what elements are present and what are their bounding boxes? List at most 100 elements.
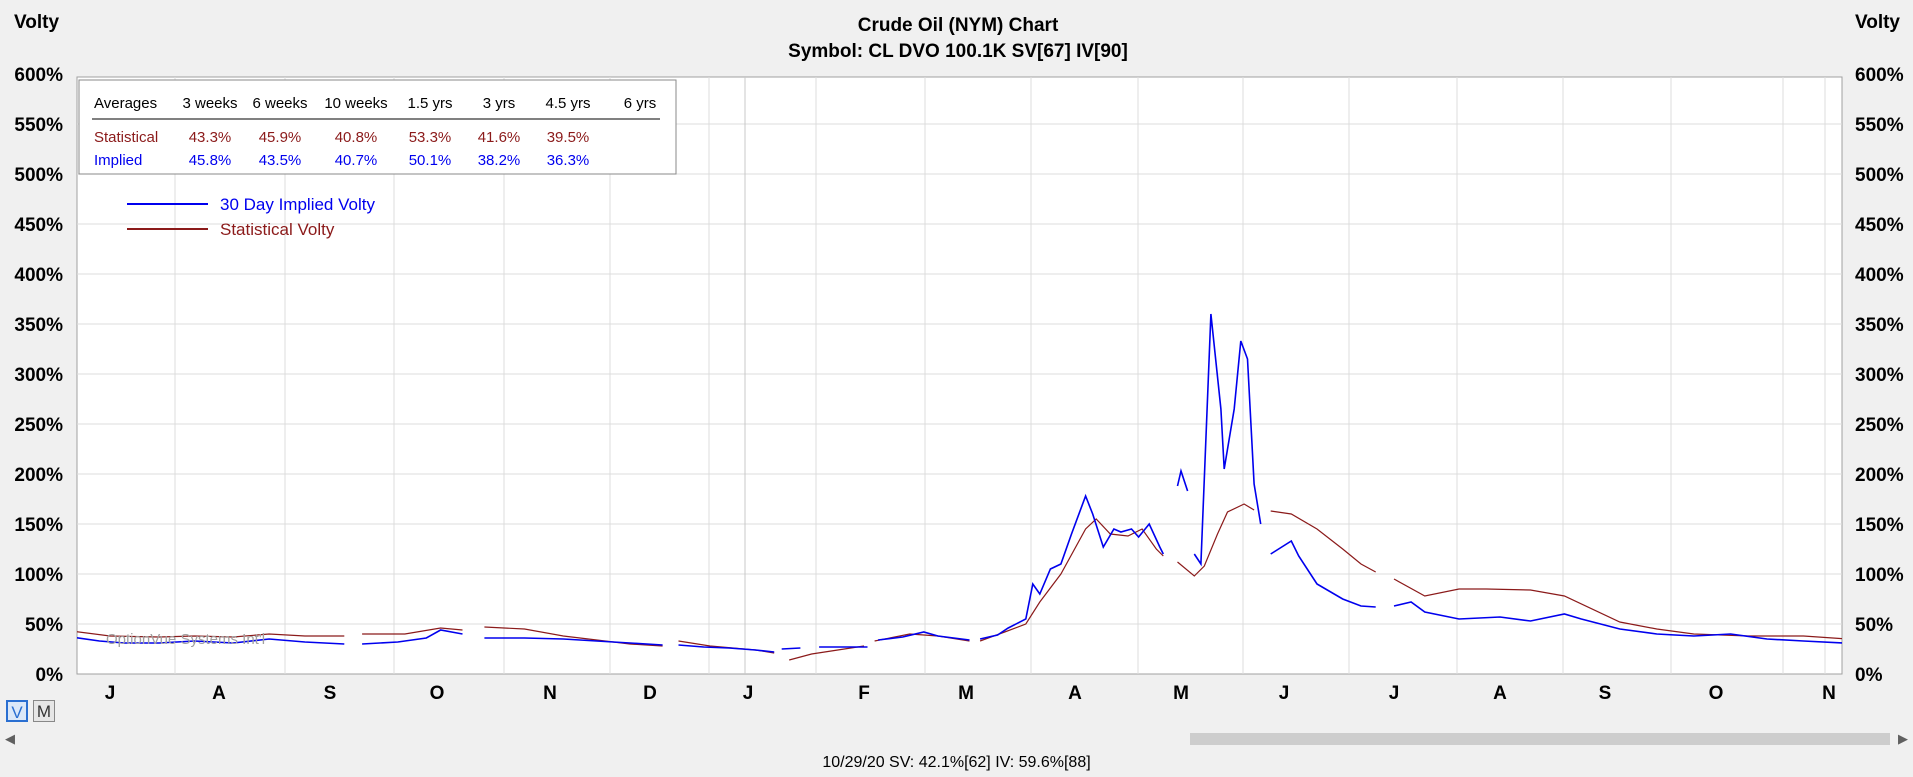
y-tick-label-right: 150% [1855,515,1904,536]
averages-table-cells: Averages 3 weeks 6 weeks 10 weeks 1.5 yrs 3 y… [94,95,656,169]
x-month-label: M [1173,683,1189,700]
scroll-thumb[interactable] [1190,733,1890,745]
averages-value-cell: 43.5% [259,152,302,169]
x-month-label: J [1279,683,1290,700]
y-tick-label-left: 250% [14,415,63,436]
x-month-label: S [324,683,337,700]
implied-volty-line [484,637,663,646]
y-tick-label-left: 300% [14,365,63,386]
x-month-label: A [1493,683,1507,700]
implied-volty-line [1193,313,1262,567]
x-month-label: N [543,683,557,700]
x-month-label: O [430,683,445,700]
y-tick-label-left: 100% [14,565,63,586]
implied-volty-line [678,644,775,653]
statistical-volty-line [1393,578,1842,640]
averages-header-cell: 3 yrs [483,95,516,112]
averages-row-label: Statistical [94,129,158,146]
x-month-label: M [958,683,974,700]
averages-header-cell: 3 weeks [182,95,237,112]
averages-header-cell: 10 weeks [324,95,387,112]
implied-volty-line [77,637,345,645]
implied-volty-line [878,631,970,641]
watermark: OptionVue Systems Int'l [106,631,265,648]
statistical-volty-line [979,518,1164,642]
averages-value-cell: 36.3% [547,152,590,169]
y-tick-label-right: 0% [1855,665,1883,686]
scroll-left-arrow-icon[interactable]: ◀ [5,731,15,746]
y-tick-label-left: 0% [36,665,64,686]
y-tick-label-right: 450% [1855,215,1904,236]
chart-subtitle: Symbol: CL DVO 100.1K SV[67] IV[90] [788,41,1128,62]
averages-header-cell: 6 yrs [624,95,657,112]
legend-label-statistical: Statistical Volty [220,220,335,239]
x-month-label: O [1709,683,1724,700]
x-month-label: A [212,683,226,700]
horizontal-scrollbar[interactable]: ◀ ▶ [0,729,1913,749]
averages-value-cell: 43.3% [189,129,232,146]
averages-value-cell: 40.8% [335,129,378,146]
averages-row-label: Implied [94,152,142,169]
y-tick-label-right: 50% [1855,615,1893,636]
statistical-volty-line [362,627,463,635]
x-month-label: J [1389,683,1400,700]
x-month-labels: JASONDJFMAMJJASON20192020 [105,683,1836,700]
averages-header-cell: 6 weeks [252,95,307,112]
averages-value-cell: 45.8% [189,152,232,169]
x-month-label: J [743,683,754,700]
y-tick-label-right: 500% [1855,165,1904,186]
y-tick-label-left: 200% [14,465,63,486]
y-axis-label-right: Volty [1855,12,1900,33]
x-month-label: S [1599,683,1612,700]
statistical-volty-line [484,626,663,647]
x-month-label: F [858,683,870,700]
averages-table-box [78,79,677,175]
averages-value-cell: 38.2% [478,152,521,169]
legend: 30 Day Implied Volty Statistical Volty [127,195,375,239]
implied-volty-line [1176,468,1189,492]
y-tick-label-left: 150% [14,515,63,536]
x-month-label: J [105,683,116,700]
y-tick-label-right: 250% [1855,415,1904,436]
y-tick-label-right: 300% [1855,365,1904,386]
implied-volty-line [1270,539,1376,608]
x-month-label: A [1068,683,1082,700]
implied-volty-line [781,647,801,650]
y-tick-label-left: 350% [14,315,63,336]
series-layer [77,313,1842,661]
x-month-label: N [1822,683,1836,700]
implied-volty-line [979,493,1165,640]
y-tick-label-left: 550% [14,115,63,136]
y-axis-label-left: Volty [14,12,59,33]
y-tick-label-right: 550% [1855,115,1904,136]
x-month-label: D [643,683,657,700]
y-tick-label-right: 400% [1855,265,1904,286]
y-tick-label-right: 100% [1855,565,1904,586]
scroll-right-arrow-icon[interactable]: ▶ [1898,731,1908,746]
implied-volty-line [362,629,463,645]
y-tick-label-right: 350% [1855,315,1904,336]
averages-value-cell: 39.5% [547,129,590,146]
m-view-button[interactable]: M [33,700,55,722]
legend-label-implied: 30 Day Implied Volty [220,195,375,214]
volatility-chart: 0% 50% 100% 150% 200% 250% 300% 350% 400% 450% 500… [14,12,1904,700]
y-ticks-right: 0% 50% 100% 150% 200% 250% 300% 350% 400% 450% 500… [1855,65,1904,686]
statistical-volty-line [1177,503,1255,577]
y-ticks-left: 0% 50% 100% 150% 200% 250% 300% 350% 400% 450% 500… [14,65,63,686]
statistical-volty-line [1270,510,1376,573]
averages-value-cell: 50.1% [409,152,452,169]
implied-volty-line [1393,601,1842,644]
statistical-volty-line [77,631,345,638]
averages-header-cell: 1.5 yrs [407,95,452,112]
chart-title: Crude Oil (NYM) Chart [858,15,1059,36]
averages-value-cell: 40.7% [335,152,378,169]
averages-value-cell: 45.9% [259,129,302,146]
averages-header-cell: Averages [94,95,157,112]
y-tick-label-right: 200% [1855,465,1904,486]
averages-value-cell: 53.3% [409,129,452,146]
volatility-view-button[interactable]: V [6,700,28,722]
status-bar: 10/29/20 SV: 42.1%[62] IV: 59.6%[88] [822,754,1091,771]
averages-value-cell: 41.6% [478,129,521,146]
y-tick-label-right: 600% [1855,65,1904,86]
y-tick-label-left: 500% [14,165,63,186]
